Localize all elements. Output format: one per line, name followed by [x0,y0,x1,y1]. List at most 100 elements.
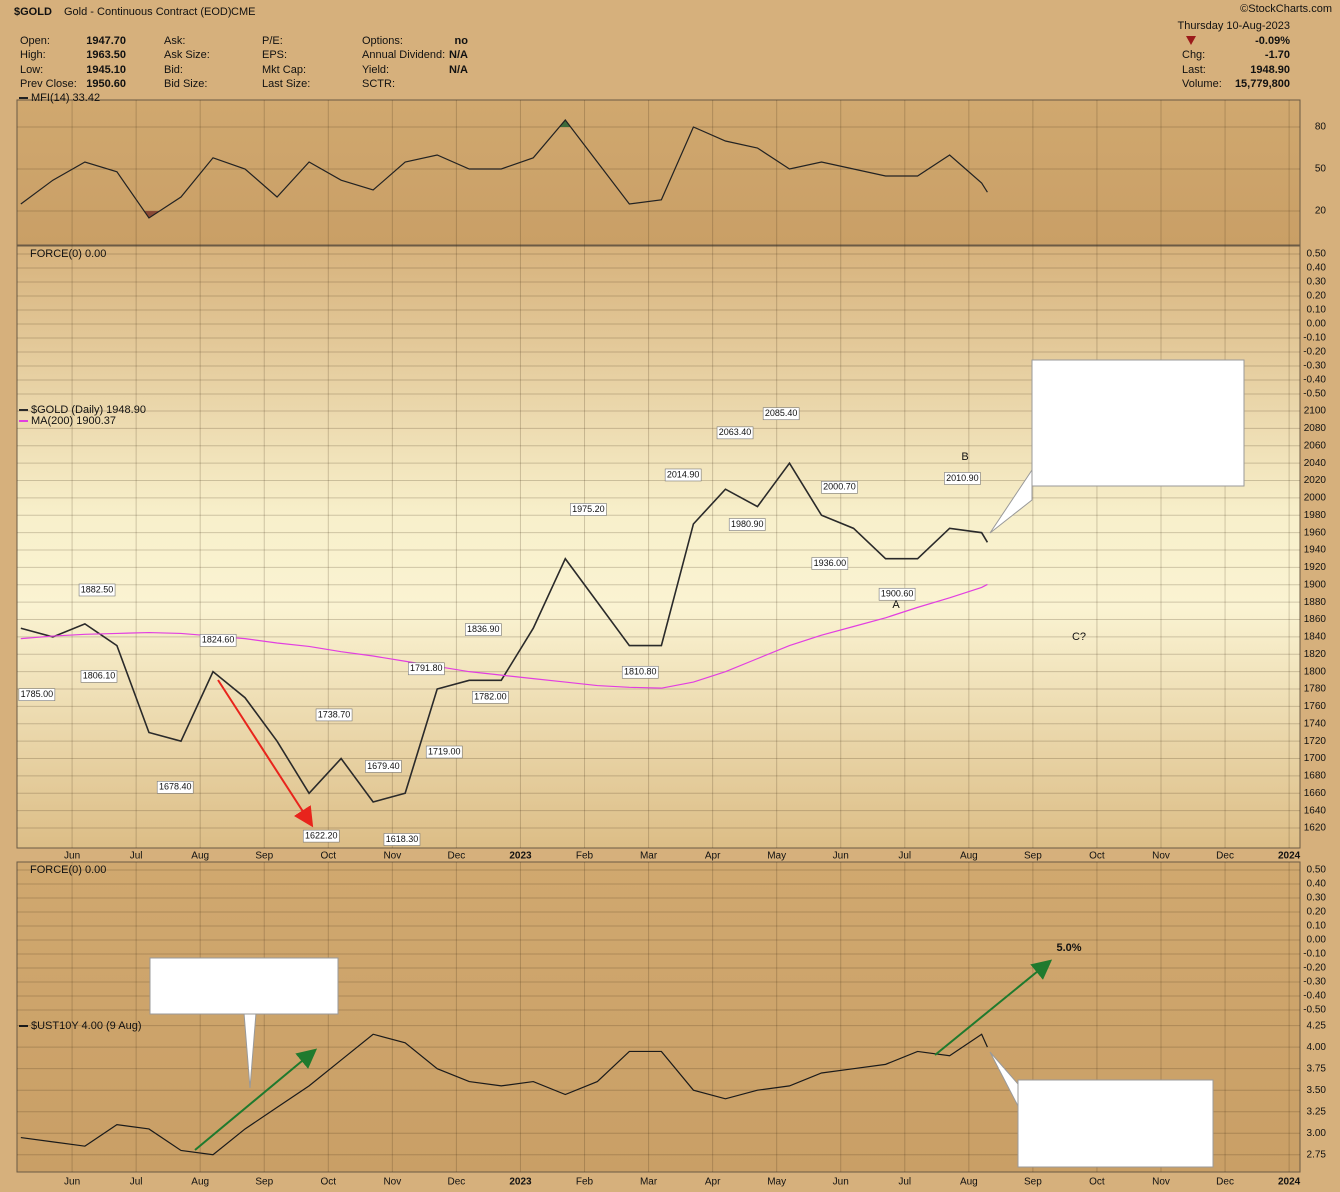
y-tick-label: 3.50 [1307,1085,1327,1096]
y-tick-label: 1900 [1304,579,1327,590]
y-tick-label: 1820 [1304,649,1327,660]
x-tick-label: 2024 [1278,851,1301,862]
price-label-box [716,426,754,440]
price-label: 1836.90 [467,624,500,634]
price-label-box [811,557,849,570]
field-label: Options: [362,35,403,47]
x-tick-label: Sep [255,851,273,862]
x-tick-label: Aug [191,851,209,862]
y-tick-label: 1840 [1304,632,1327,643]
price-label: 1622.20 [305,830,338,840]
y-tick-label: 2060 [1304,440,1327,451]
price-label: 1791.80 [410,663,443,673]
series-line [20,583,988,689]
field-label: Prev Close: [20,78,77,90]
y-tick-label: 1660 [1304,788,1327,799]
y-tick-label: 1740 [1304,718,1327,729]
quote-value: 15,779,800 [1235,78,1290,90]
y-tick-label: 20 [1315,206,1327,217]
price-label-box [302,829,340,843]
callout-box [1017,1079,1214,1168]
change-pct: -0.09% [1255,35,1290,47]
x-tick-label: Jun [833,1177,849,1188]
y-tick-label: 1980 [1304,510,1327,521]
y-tick-label: 1640 [1304,805,1327,816]
price-label-box [78,583,116,597]
instrument-name: Gold - Continuous Contract (EOD) [64,6,232,18]
y-tick-label: -0.50 [1303,1005,1326,1016]
x-tick-label: Dec [448,851,466,862]
x-tick-label: May [767,851,786,862]
price-label: 1824.60 [202,635,235,645]
price-label-box [408,662,445,676]
red-arrow [217,679,314,828]
y-tick-label: 0.30 [1307,893,1327,904]
x-tick-label: Jul [898,1177,911,1188]
y-tick-label: 2080 [1304,423,1327,434]
x-tick-label: Jun [64,851,80,862]
x-tick-label: Jul [130,851,143,862]
price-label: 2085.40 [765,408,798,418]
price-label: 1975.20 [572,504,605,514]
y-tick-label: 1680 [1304,771,1327,782]
x-tick-label: Jun [64,1177,80,1188]
price-label: 2063.40 [719,427,752,437]
x-tick-label: Jul [130,1177,143,1188]
x-tick-label: 2024 [1278,1177,1301,1188]
y-tick-label: 1700 [1304,753,1327,764]
y-tick-label: 1860 [1304,614,1327,625]
field-label: Mkt Cap: [262,64,306,76]
price-label: 1806.10 [83,671,116,681]
x-tick-label: Nov [383,1177,401,1188]
price-label: 1678.40 [159,782,192,792]
price-label-box [570,503,607,516]
wave-label: C? [1072,631,1086,643]
y-tick-label: 0.20 [1307,907,1327,918]
y-tick-label: -0.10 [1303,949,1326,960]
price-label-box [80,670,118,683]
legend-label: MFI(14) 33.42 [31,92,100,104]
y-tick-label: 1620 [1304,823,1327,834]
y-tick-label: 4.00 [1307,1042,1327,1053]
field-label: Open: [20,35,50,47]
price-label-box [425,745,463,759]
field-label: SCTR: [362,78,395,90]
exchange: CME [231,6,255,18]
price-label-box [156,780,194,794]
band-fill [559,120,571,127]
x-tick-label: Apr [705,851,721,862]
quote-date: Thursday 10-Aug-2023 [1177,20,1290,32]
field-value: 1947.70 [86,35,126,47]
x-tick-label: Nov [383,851,401,862]
price-label-box [621,665,659,679]
series-line [20,1033,988,1156]
x-tick-label: Nov [1152,1177,1170,1188]
y-tick-label: 2100 [1304,406,1327,417]
x-tick-label: Nov [1152,851,1170,862]
y-tick-label: -0.30 [1303,977,1326,988]
field-label: Ask: [164,35,185,47]
y-tick-label: 3.00 [1307,1128,1327,1139]
y-tick-label: 0.00 [1307,935,1327,946]
y-tick-label: -0.40 [1303,991,1326,1002]
quote-label: Last: [1182,64,1206,76]
x-tick-label: Aug [960,1177,978,1188]
down-triangle [1186,36,1196,45]
field-value: 1963.50 [86,49,126,61]
price-label-box [762,407,800,421]
series-line [20,119,988,219]
y-tick-label: -0.50 [1303,389,1326,400]
y-tick-label: 2020 [1304,475,1327,486]
y-tick-label: 1760 [1304,701,1327,712]
field-label: Bid: [164,64,183,76]
y-tick-label: -0.30 [1303,361,1326,372]
y-tick-label: 1880 [1304,597,1327,608]
y-tick-label: -0.20 [1303,347,1326,358]
x-tick-label: Aug [191,1177,209,1188]
y-tick-label: -0.10 [1303,333,1326,344]
legend-label: $GOLD (Daily) 1948.90 [31,404,146,416]
y-tick-label: 1800 [1304,666,1327,677]
price-label: 1980.90 [731,519,764,529]
field-label: Ask Size: [164,49,210,61]
field-value: N/A [449,64,468,76]
